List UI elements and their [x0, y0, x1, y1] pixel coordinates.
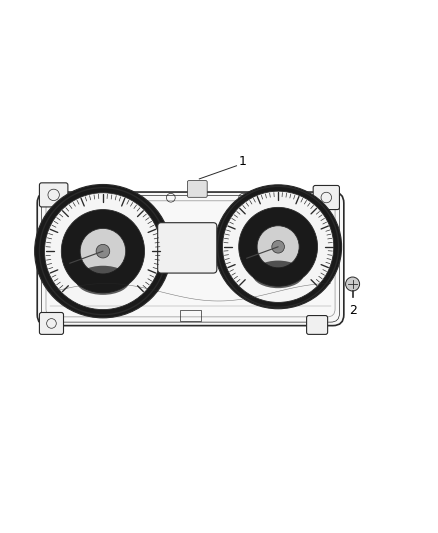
Ellipse shape	[35, 184, 171, 318]
Circle shape	[61, 209, 145, 293]
FancyBboxPatch shape	[39, 312, 64, 334]
Text: 2: 2	[349, 304, 357, 317]
Circle shape	[239, 207, 318, 286]
FancyBboxPatch shape	[158, 223, 217, 273]
Text: 1: 1	[239, 155, 247, 168]
FancyBboxPatch shape	[307, 316, 328, 334]
Circle shape	[223, 191, 334, 302]
Circle shape	[272, 240, 284, 253]
FancyBboxPatch shape	[313, 185, 339, 209]
Circle shape	[346, 277, 360, 291]
Circle shape	[96, 244, 110, 258]
FancyBboxPatch shape	[187, 181, 207, 197]
FancyBboxPatch shape	[37, 192, 344, 326]
Bar	[180, 310, 201, 321]
FancyBboxPatch shape	[39, 183, 68, 207]
Circle shape	[80, 229, 126, 274]
Circle shape	[45, 193, 161, 310]
Circle shape	[39, 188, 166, 314]
Ellipse shape	[215, 185, 342, 309]
Circle shape	[257, 226, 299, 268]
Ellipse shape	[252, 261, 304, 288]
Circle shape	[218, 187, 339, 307]
Ellipse shape	[76, 266, 130, 295]
